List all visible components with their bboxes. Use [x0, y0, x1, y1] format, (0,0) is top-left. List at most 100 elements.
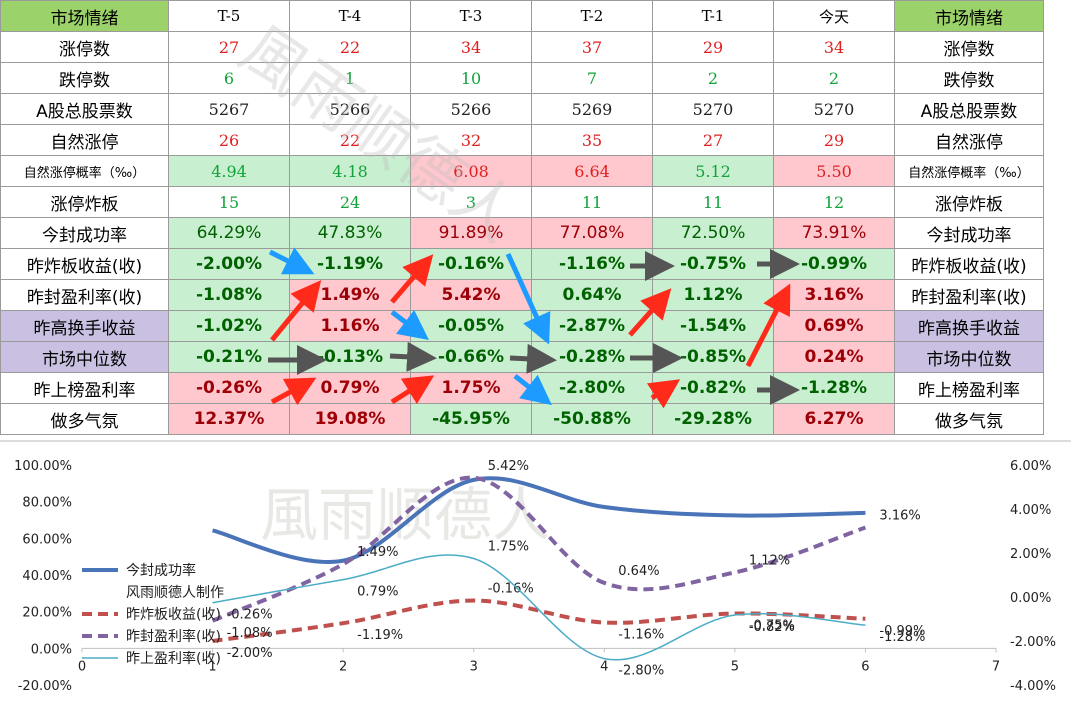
- row-label-left[interactable]: 昨高换手收益: [0, 310, 169, 342]
- table-cell[interactable]: 1.49%: [289, 279, 411, 311]
- row-label-left[interactable]: 市场中位数: [0, 341, 169, 373]
- table-cell[interactable]: 11: [652, 186, 774, 218]
- header-label-right[interactable]: 市场情绪: [894, 0, 1044, 32]
- table-cell[interactable]: 3: [410, 186, 532, 218]
- row-label-left[interactable]: 昨封盈利率(收): [0, 279, 169, 311]
- table-cell[interactable]: 1: [289, 62, 411, 94]
- header-day[interactable]: 今天: [773, 0, 895, 32]
- table-cell[interactable]: 5266: [289, 93, 411, 125]
- row-label-left[interactable]: 涨停数: [0, 31, 169, 63]
- row-label-right[interactable]: A股总股票数: [894, 93, 1044, 125]
- table-cell[interactable]: 91.89%: [410, 217, 532, 249]
- row-label-left[interactable]: A股总股票数: [0, 93, 169, 125]
- table-cell[interactable]: 29: [773, 124, 895, 156]
- row-label-right[interactable]: 涨停炸板: [894, 186, 1044, 218]
- row-label-left[interactable]: 做多气氛: [0, 403, 169, 435]
- row-label-right[interactable]: 自然涨停: [894, 124, 1044, 156]
- table-cell[interactable]: 47.83%: [289, 217, 411, 249]
- table-cell[interactable]: -0.75%: [652, 248, 774, 280]
- table-cell[interactable]: 22: [289, 31, 411, 63]
- table-cell[interactable]: 35: [531, 124, 653, 156]
- table-cell[interactable]: 6.64: [531, 155, 653, 187]
- table-cell[interactable]: 6: [168, 62, 290, 94]
- row-label-right[interactable]: 昨封盈利率(收): [894, 279, 1044, 311]
- table-cell[interactable]: 6.08: [410, 155, 532, 187]
- row-label-right[interactable]: 涨停数: [894, 31, 1044, 63]
- table-cell[interactable]: 24: [289, 186, 411, 218]
- table-cell[interactable]: -0.26%: [168, 372, 290, 404]
- table-cell[interactable]: 27: [168, 31, 290, 63]
- table-cell[interactable]: -2.80%: [531, 372, 653, 404]
- table-cell[interactable]: 19.08%: [289, 403, 411, 435]
- table-cell[interactable]: 4.18: [289, 155, 411, 187]
- row-label-right[interactable]: 市场中位数: [894, 341, 1044, 373]
- row-label-right[interactable]: 昨炸板收益(收): [894, 248, 1044, 280]
- table-cell[interactable]: -1.19%: [289, 248, 411, 280]
- table-cell[interactable]: 15: [168, 186, 290, 218]
- table-cell[interactable]: 34: [773, 31, 895, 63]
- table-cell[interactable]: 77.08%: [531, 217, 653, 249]
- table-cell[interactable]: -0.85%: [652, 341, 774, 373]
- row-label-left[interactable]: 昨炸板收益(收): [0, 248, 169, 280]
- table-cell[interactable]: 12: [773, 186, 895, 218]
- table-cell[interactable]: 0.69%: [773, 310, 895, 342]
- row-label-right[interactable]: 自然涨停概率（‰）: [894, 155, 1044, 187]
- row-label-right[interactable]: 跌停数: [894, 62, 1044, 94]
- table-cell[interactable]: -1.54%: [652, 310, 774, 342]
- row-label-left[interactable]: 昨上榜盈利率: [0, 372, 169, 404]
- row-label-right[interactable]: 做多气氛: [894, 403, 1044, 435]
- table-cell[interactable]: 37: [531, 31, 653, 63]
- table-cell[interactable]: 11: [531, 186, 653, 218]
- table-cell[interactable]: 12.37%: [168, 403, 290, 435]
- table-cell[interactable]: 5266: [410, 93, 532, 125]
- table-cell[interactable]: -0.13%: [289, 341, 411, 373]
- table-cell[interactable]: -2.00%: [168, 248, 290, 280]
- table-cell[interactable]: 3.16%: [773, 279, 895, 311]
- header-day[interactable]: T-5: [168, 0, 290, 32]
- table-cell[interactable]: -1.08%: [168, 279, 290, 311]
- table-cell[interactable]: 2: [652, 62, 774, 94]
- table-cell[interactable]: 26: [168, 124, 290, 156]
- table-cell[interactable]: 22: [289, 124, 411, 156]
- table-cell[interactable]: -1.02%: [168, 310, 290, 342]
- row-label-left[interactable]: 涨停炸板: [0, 186, 169, 218]
- table-cell[interactable]: 7: [531, 62, 653, 94]
- table-cell[interactable]: 1.75%: [410, 372, 532, 404]
- table-cell[interactable]: 0.64%: [531, 279, 653, 311]
- table-cell[interactable]: 1.12%: [652, 279, 774, 311]
- header-day[interactable]: T-1: [652, 0, 774, 32]
- table-cell[interactable]: -0.16%: [410, 248, 532, 280]
- table-cell[interactable]: -0.66%: [410, 341, 532, 373]
- table-cell[interactable]: 29: [652, 31, 774, 63]
- table-cell[interactable]: 10: [410, 62, 532, 94]
- table-cell[interactable]: -1.16%: [531, 248, 653, 280]
- table-cell[interactable]: -45.95%: [410, 403, 532, 435]
- table-cell[interactable]: 34: [410, 31, 532, 63]
- table-cell[interactable]: -1.28%: [773, 372, 895, 404]
- header-day[interactable]: T-4: [289, 0, 411, 32]
- table-cell[interactable]: 0.79%: [289, 372, 411, 404]
- table-cell[interactable]: 1.16%: [289, 310, 411, 342]
- header-label-left[interactable]: 市场情绪: [0, 0, 169, 32]
- table-cell[interactable]: 5.12: [652, 155, 774, 187]
- row-label-left[interactable]: 跌停数: [0, 62, 169, 94]
- table-cell[interactable]: 5.42%: [410, 279, 532, 311]
- header-day[interactable]: T-3: [410, 0, 532, 32]
- table-cell[interactable]: 5270: [773, 93, 895, 125]
- table-cell[interactable]: -2.87%: [531, 310, 653, 342]
- table-cell[interactable]: 32: [410, 124, 532, 156]
- table-cell[interactable]: -0.28%: [531, 341, 653, 373]
- table-cell[interactable]: 0.24%: [773, 341, 895, 373]
- table-cell[interactable]: -29.28%: [652, 403, 774, 435]
- table-cell[interactable]: 64.29%: [168, 217, 290, 249]
- table-cell[interactable]: -0.05%: [410, 310, 532, 342]
- header-day[interactable]: T-2: [531, 0, 653, 32]
- row-label-right[interactable]: 今封成功率: [894, 217, 1044, 249]
- table-cell[interactable]: 27: [652, 124, 774, 156]
- table-cell[interactable]: 5267: [168, 93, 290, 125]
- table-cell[interactable]: -0.99%: [773, 248, 895, 280]
- table-cell[interactable]: 73.91%: [773, 217, 895, 249]
- table-cell[interactable]: 2: [773, 62, 895, 94]
- table-cell[interactable]: -0.21%: [168, 341, 290, 373]
- table-cell[interactable]: 5269: [531, 93, 653, 125]
